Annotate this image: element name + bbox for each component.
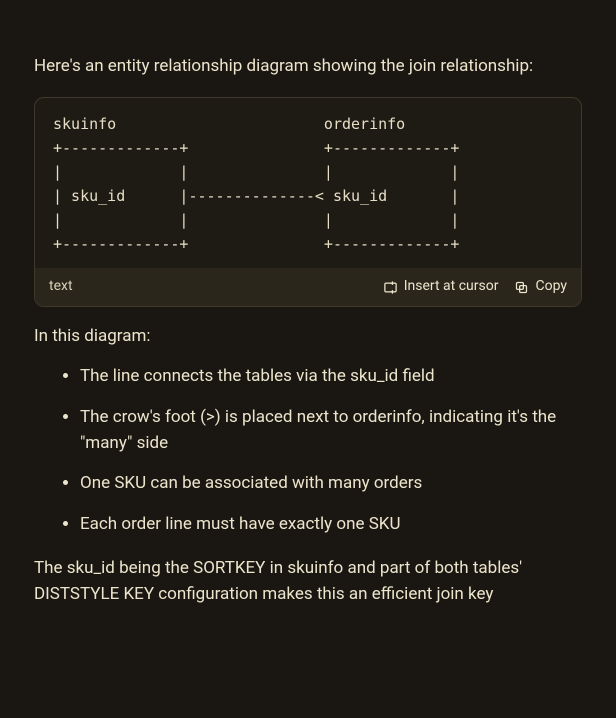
code-block: skuinfo orderinfo +-------------+ +-----… <box>34 97 582 307</box>
list-item: Each order line must have exactly one SK… <box>80 511 582 537</box>
language-label: text <box>49 276 73 298</box>
insert-at-cursor-button[interactable]: Insert at cursor <box>383 276 499 298</box>
code-content: skuinfo orderinfo +-------------+ +-----… <box>35 98 581 268</box>
page-root: Here's an entity relationship diagram sh… <box>0 0 616 718</box>
code-footer: text Insert at cursor <box>35 268 581 306</box>
closing-paragraph: The sku_id being the SORTKEY in skuinfo … <box>34 555 582 608</box>
diagram-heading: In this diagram: <box>34 323 582 349</box>
insert-cursor-icon <box>383 280 398 295</box>
list-item: The line connects the tables via the sku… <box>80 363 582 389</box>
list-item: The crow's foot (>) is placed next to or… <box>80 404 582 457</box>
bullet-list: The line connects the tables via the sku… <box>34 363 582 537</box>
insert-label: Insert at cursor <box>404 276 499 298</box>
list-item: One SKU can be associated with many orde… <box>80 470 582 496</box>
copy-icon <box>514 280 529 295</box>
copy-label: Copy <box>535 276 567 298</box>
copy-button[interactable]: Copy <box>514 276 567 298</box>
code-actions: Insert at cursor Copy <box>383 276 567 298</box>
intro-paragraph: Here's an entity relationship diagram sh… <box>34 53 582 79</box>
